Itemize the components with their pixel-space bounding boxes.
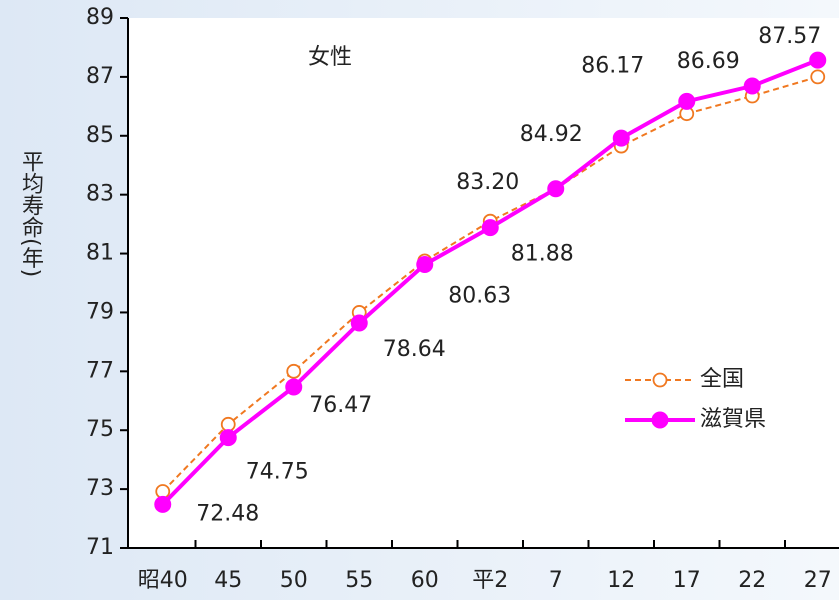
- x-tick-label: 27: [804, 568, 832, 593]
- data-label: 80.63: [448, 283, 511, 308]
- data-point: [154, 495, 172, 513]
- data-point: [809, 51, 827, 69]
- series-line: [162, 75, 819, 493]
- data-point: [612, 129, 630, 147]
- x-tick-label: 22: [738, 568, 766, 593]
- legend-label: 滋賀県: [700, 407, 766, 432]
- data-label: 72.48: [196, 501, 259, 526]
- x-tick-label: 平2: [472, 568, 508, 593]
- data-point: [350, 314, 368, 332]
- legend-label: 全国: [700, 367, 744, 392]
- plot-area: [128, 18, 839, 548]
- data-label: 78.64: [383, 337, 446, 362]
- data-point: [219, 429, 237, 447]
- y-tick-label: 71: [86, 535, 114, 560]
- y-tick-label: 89: [86, 5, 114, 30]
- data-label: 76.47: [309, 393, 372, 418]
- y-tick-label: 81: [86, 241, 114, 266]
- data-label: 74.75: [246, 460, 309, 485]
- data-point: [220, 416, 236, 432]
- x-tick-label: 55: [345, 568, 373, 593]
- x-tick-label: 昭40: [138, 568, 188, 593]
- y-tick-label: 77: [86, 358, 114, 383]
- y-tick-label: 73: [86, 476, 114, 501]
- data-label: 86.69: [677, 49, 740, 74]
- x-tick-label: 45: [214, 568, 242, 593]
- data-point: [416, 255, 434, 273]
- data-label: 87.57: [758, 24, 821, 49]
- legend-marker: [651, 411, 669, 429]
- data-label: 84.92: [520, 122, 583, 147]
- x-tick-label: 50: [280, 568, 308, 593]
- data-point: [547, 180, 565, 198]
- data-label: 81.88: [511, 242, 574, 267]
- data-label: 83.20: [456, 170, 519, 195]
- y-tick-label: 83: [86, 182, 114, 207]
- x-tick-label: 12: [607, 568, 635, 593]
- data-label: 86.17: [581, 53, 644, 78]
- data-point: [286, 363, 302, 379]
- data-point: [481, 219, 499, 237]
- data-point: [678, 92, 696, 110]
- chart-title: 女性: [308, 45, 352, 70]
- x-tick-label: 7: [549, 568, 563, 593]
- y-tick-label: 85: [86, 123, 114, 148]
- y-tick-label: 87: [86, 64, 114, 89]
- data-point: [810, 69, 826, 85]
- legend-marker: [652, 372, 668, 388]
- data-point: [285, 378, 303, 396]
- y-tick-label: 79: [86, 299, 114, 324]
- data-point: [743, 77, 761, 95]
- x-tick-label: 60: [411, 568, 439, 593]
- y-tick-label: 75: [86, 417, 114, 442]
- y-axis-label: 平均寿命(年): [18, 150, 44, 277]
- x-tick-label: 17: [673, 568, 701, 593]
